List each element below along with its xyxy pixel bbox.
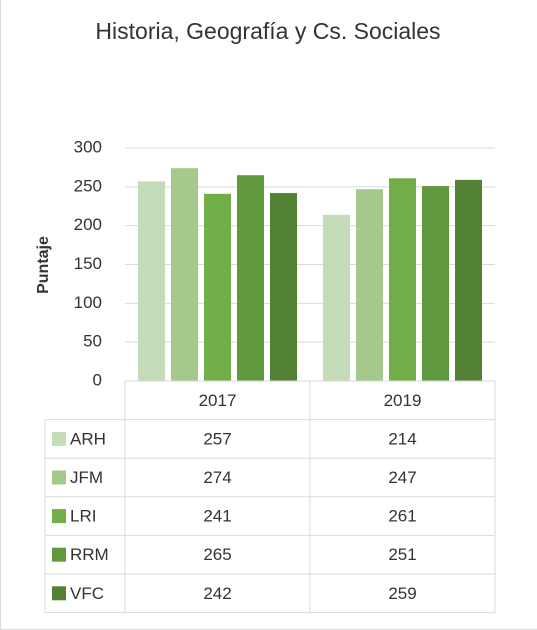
bar	[389, 178, 416, 381]
y-tick-label: 200	[74, 215, 102, 234]
legend-label: ARH	[70, 429, 106, 448]
legend-key	[52, 431, 66, 446]
legend-key	[52, 509, 66, 524]
y-tick-label: 0	[93, 370, 102, 389]
y-tick-label: 300	[74, 137, 102, 156]
legend-key	[52, 586, 66, 601]
table-value: 242	[203, 584, 231, 603]
chart-title: Historia, Geografía y Cs. Sociales	[95, 18, 440, 44]
bar	[237, 175, 264, 381]
legend-label: JFM	[70, 468, 103, 487]
table-value: 214	[388, 429, 416, 448]
bar	[356, 189, 383, 381]
table-value: 257	[203, 429, 231, 448]
table-value: 251	[388, 545, 416, 564]
bar	[171, 168, 198, 381]
x-tick-label: 2017	[199, 391, 237, 410]
legend-label: LRI	[70, 507, 96, 526]
table-value: 259	[388, 584, 416, 603]
table-value: 247	[388, 468, 416, 487]
bar	[455, 179, 482, 381]
legend-label: VFC	[70, 584, 104, 603]
y-tick-label: 100	[74, 293, 102, 312]
legend-label: RRM	[70, 545, 109, 564]
x-tick-label: 2019	[384, 391, 422, 410]
bar	[138, 181, 165, 381]
legend-key	[52, 547, 66, 562]
y-tick-label: 50	[83, 332, 102, 351]
y-tick-label: 150	[74, 254, 102, 273]
y-tick-label: 250	[74, 176, 102, 195]
bar	[323, 214, 350, 381]
table-value: 241	[203, 507, 231, 526]
bar	[204, 193, 231, 381]
bar	[422, 186, 449, 381]
table-value: 274	[203, 468, 231, 487]
table-value: 261	[388, 507, 416, 526]
table-value: 265	[203, 545, 231, 564]
y-axis-label: Puntaje	[35, 236, 52, 294]
legend-key	[52, 470, 66, 485]
bar	[270, 193, 297, 381]
